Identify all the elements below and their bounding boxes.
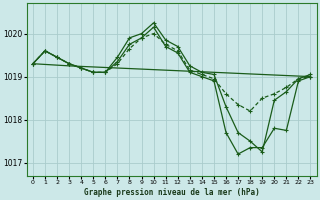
X-axis label: Graphe pression niveau de la mer (hPa): Graphe pression niveau de la mer (hPa) [84, 188, 260, 197]
